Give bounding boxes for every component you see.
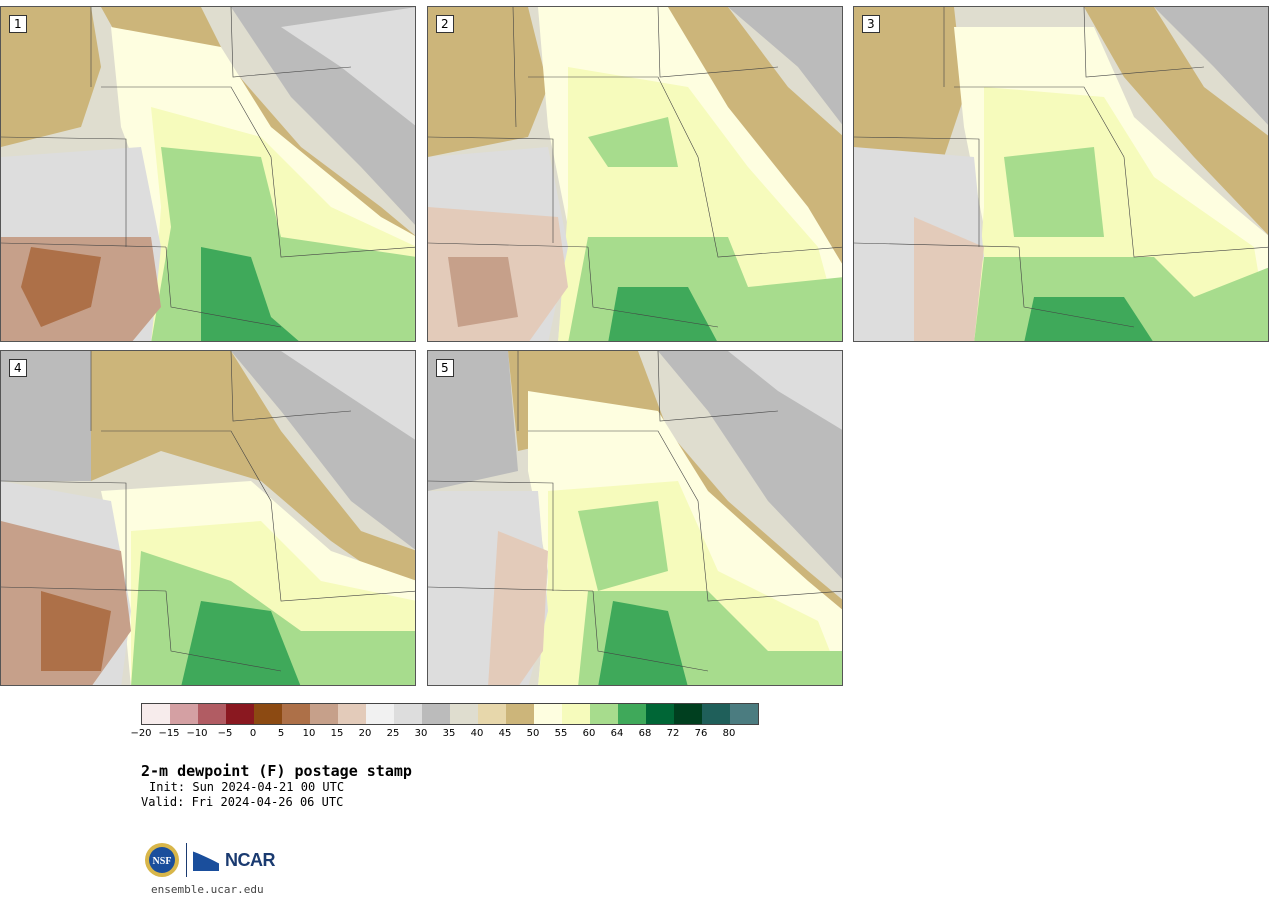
colorbar-ticks: −20 −15 −10 −5 0 5 10 15 20 25 30 35 40 45 50 55 60 64 68 7… <box>130 728 761 742</box>
colorbar-tick-label: 35 <box>442 728 456 739</box>
colorbar-tick-label: 25 <box>386 728 400 739</box>
colorbar-cell <box>282 704 310 724</box>
colorbar-cell <box>730 704 758 724</box>
colorbar-tick-label: 30 <box>414 728 428 739</box>
dewpoint-map-2 <box>428 7 842 341</box>
colorbar-tick-label: 50 <box>526 728 540 739</box>
colorbar-tick-label: −5 <box>217 728 233 739</box>
colorbar-tick-label: 60 <box>582 728 596 739</box>
colorbar-tick-label: −20 <box>130 728 152 739</box>
ncar-logo-icon <box>193 850 219 871</box>
colorbar-cell <box>310 704 338 724</box>
logos: NSF NCAR <box>144 842 276 878</box>
colorbar-tick-label: 55 <box>554 728 568 739</box>
map-panel-5: 5 <box>427 350 843 686</box>
colorbar-cell <box>226 704 254 724</box>
panel-label: 5 <box>436 359 454 377</box>
colorbar-tick-label: 68 <box>638 728 652 739</box>
map-panel-3: 3 <box>853 6 1269 342</box>
website-url: ensemble.ucar.edu <box>151 883 264 896</box>
map-panel-1: 1 <box>0 6 416 342</box>
map-panel-2: 2 <box>427 6 843 342</box>
colorbar-tick-label: 45 <box>498 728 512 739</box>
colorbar-cell <box>366 704 394 724</box>
map-panel-4: 4 <box>0 350 416 686</box>
colorbar-cell <box>338 704 366 724</box>
colorbar-cell <box>590 704 618 724</box>
colorbar-cell <box>394 704 422 724</box>
colorbar-tick-label: −10 <box>186 728 208 739</box>
colorbar-tick-label: 72 <box>666 728 680 739</box>
panel-label: 3 <box>862 15 880 33</box>
valid-time: Valid: Fri 2024-04-26 06 UTC <box>141 795 344 809</box>
colorbar-tick-label: −15 <box>158 728 180 739</box>
colorbar <box>141 703 759 725</box>
logo-divider <box>186 843 187 877</box>
panel-label: 2 <box>436 15 454 33</box>
colorbar-cell <box>198 704 226 724</box>
colorbar-cell <box>254 704 282 724</box>
colorbar-tick-label: 10 <box>302 728 316 739</box>
colorbar-tick-label: 20 <box>358 728 372 739</box>
colorbar-tick-label: 64 <box>610 728 624 739</box>
colorbar-cell <box>674 704 702 724</box>
colorbar-cell <box>702 704 730 724</box>
ncar-logo-text: NCAR <box>225 849 276 870</box>
panel-label: 4 <box>9 359 27 377</box>
panel-label: 1 <box>9 15 27 33</box>
dewpoint-map-3 <box>854 7 1268 341</box>
colorbar-cell <box>562 704 590 724</box>
dewpoint-map-4 <box>1 351 415 685</box>
colorbar-tick-label: 40 <box>470 728 484 739</box>
colorbar-tick-label: 80 <box>722 728 736 739</box>
colorbar-cell <box>646 704 674 724</box>
colorbar-tick-label: 15 <box>330 728 344 739</box>
colorbar-cell <box>142 704 170 724</box>
colorbar-cell <box>422 704 450 724</box>
plot-title: 2-m dewpoint (F) postage stamp <box>141 762 412 780</box>
colorbar-tick-label: 0 <box>249 728 257 739</box>
colorbar-cell <box>170 704 198 724</box>
colorbar-cell <box>534 704 562 724</box>
dewpoint-map-5 <box>428 351 842 685</box>
colorbar-cell <box>478 704 506 724</box>
nsf-logo-text: NSF <box>153 856 172 867</box>
colorbar-cell <box>506 704 534 724</box>
colorbar-cell <box>618 704 646 724</box>
nsf-logo-icon: NSF <box>145 843 179 877</box>
init-time: Init: Sun 2024-04-21 00 UTC <box>149 780 345 794</box>
dewpoint-map-1 <box>1 7 415 341</box>
colorbar-tick-label: 5 <box>277 728 285 739</box>
colorbar-tick-label: 76 <box>694 728 708 739</box>
colorbar-cell <box>450 704 478 724</box>
